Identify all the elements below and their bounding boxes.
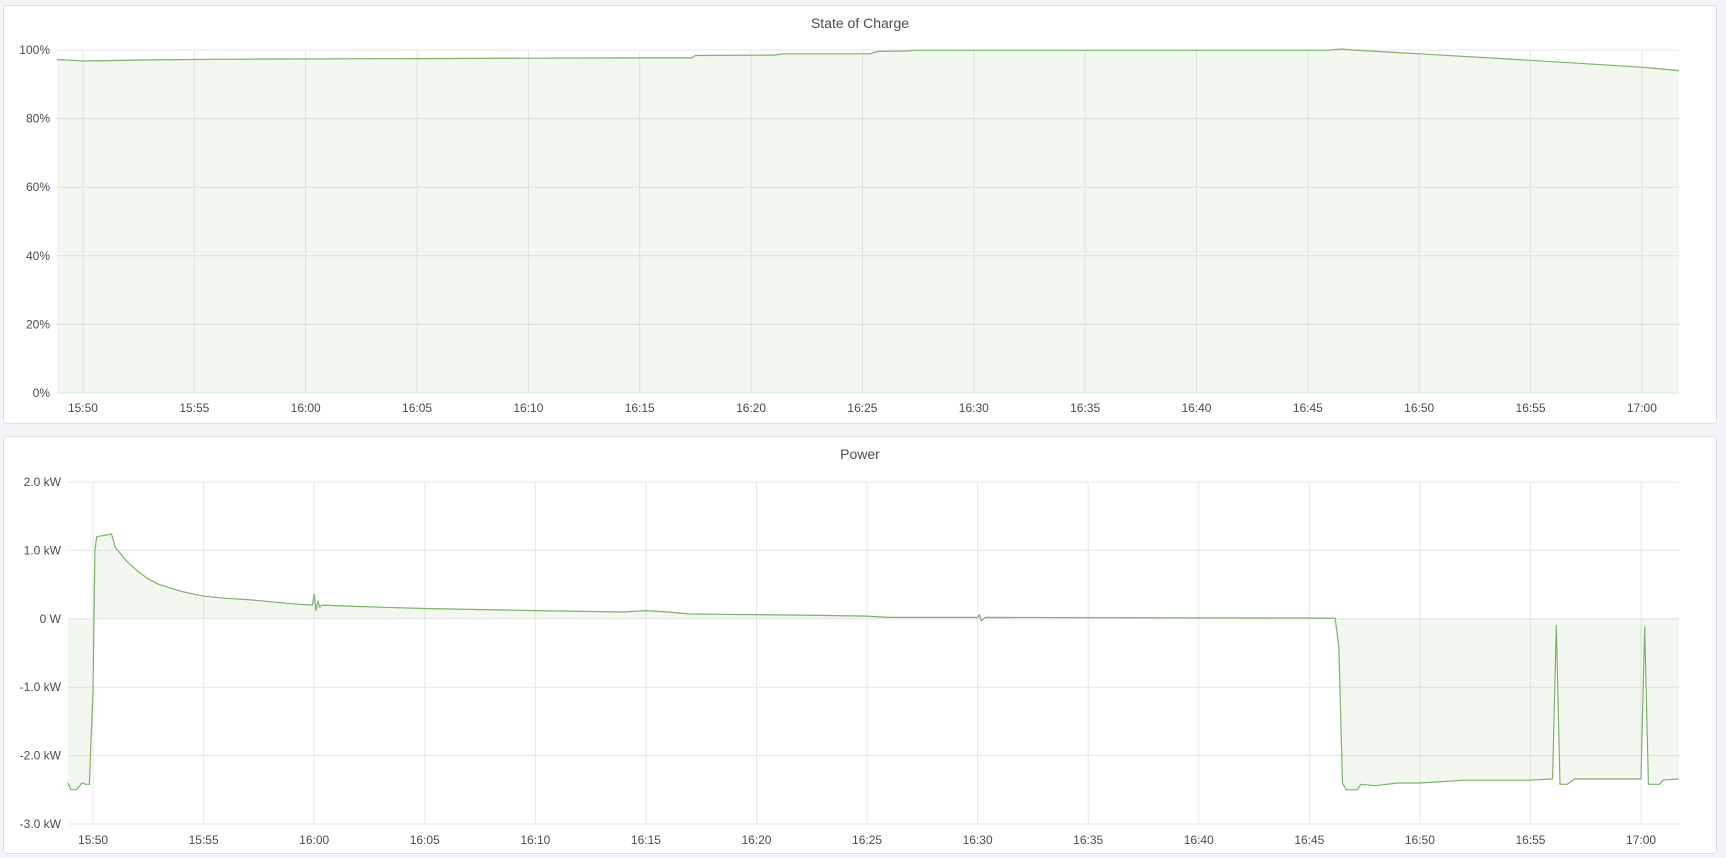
x-tick-label: 16:15 bbox=[625, 401, 655, 415]
state-of-charge-chart: 0% 20% 40% 60% 80% 100% 15:50 15:55 16:00 16:05 16… bbox=[19, 43, 1680, 415]
y-tick-label: 80% bbox=[26, 112, 50, 126]
x-tick-label: 16:40 bbox=[1184, 833, 1214, 847]
panel-title[interactable]: Power bbox=[840, 446, 880, 462]
y-tick-label: 20% bbox=[26, 317, 50, 331]
y-tick-label: 2.0 kW bbox=[24, 475, 62, 489]
x-tick-label: 16:15 bbox=[631, 833, 661, 847]
x-tick-label: 15:50 bbox=[68, 401, 98, 415]
x-tick-label: 17:00 bbox=[1627, 401, 1657, 415]
x-tick-label: 15:55 bbox=[189, 833, 219, 847]
y-tick-label: 1.0 kW bbox=[24, 543, 62, 557]
series-area-fill bbox=[57, 49, 1679, 393]
x-tick-label: 16:50 bbox=[1405, 833, 1435, 847]
x-tick-label: 16:40 bbox=[1181, 401, 1211, 415]
x-tick-label: 16:20 bbox=[736, 401, 766, 415]
x-tick-label: 16:25 bbox=[847, 401, 877, 415]
x-tick-label: 15:55 bbox=[179, 401, 209, 415]
power-panel: Power -3.0 kW -2.0 kW -1.0 kW 0 W 1.0 kW 2.0 … bbox=[3, 436, 1717, 854]
x-tick-label: 16:05 bbox=[402, 401, 432, 415]
x-tick-label: 16:20 bbox=[741, 833, 771, 847]
x-tick-label: 16:30 bbox=[963, 833, 993, 847]
y-tick-label: -1.0 kW bbox=[20, 680, 62, 694]
x-tick-label: 16:05 bbox=[410, 833, 440, 847]
y-tick-label: 100% bbox=[19, 43, 50, 57]
y-tick-label: 60% bbox=[26, 180, 50, 194]
x-tick-label: 16:55 bbox=[1515, 833, 1545, 847]
x-tick-label: 16:00 bbox=[291, 401, 321, 415]
series-line bbox=[67, 533, 1680, 791]
x-tick-label: 16:35 bbox=[1070, 401, 1100, 415]
y-tick-label: 0% bbox=[33, 386, 51, 400]
power-chart: -3.0 kW -2.0 kW -1.0 kW 0 W 1.0 kW 2.0 kW 15:5… bbox=[20, 475, 1680, 847]
y-tick-label: 0 W bbox=[40, 612, 62, 626]
y-tick-label: -3.0 kW bbox=[20, 817, 62, 831]
x-tick-label: 16:25 bbox=[852, 833, 882, 847]
y-tick-label: 40% bbox=[26, 249, 50, 263]
x-tick-label: 15:50 bbox=[78, 833, 108, 847]
x-tick-label: 16:10 bbox=[513, 401, 543, 415]
y-tick-label: -2.0 kW bbox=[20, 749, 62, 763]
x-tick-label: 16:45 bbox=[1294, 833, 1324, 847]
x-tick-label: 16:30 bbox=[959, 401, 989, 415]
x-tick-label: 16:55 bbox=[1516, 401, 1546, 415]
x-tick-label: 16:00 bbox=[299, 833, 329, 847]
x-tick-label: 16:35 bbox=[1073, 833, 1103, 847]
x-tick-label: 16:45 bbox=[1293, 401, 1323, 415]
x-tick-label: 16:50 bbox=[1404, 401, 1434, 415]
series-line bbox=[56, 48, 1680, 72]
state-of-charge-panel: State of Charge 0% 20% 40% 60% 80% 100% 15:50 1… bbox=[3, 5, 1717, 424]
x-tick-label: 16:10 bbox=[520, 833, 550, 847]
panel-title[interactable]: State of Charge bbox=[810, 15, 910, 31]
series-area-fill bbox=[68, 534, 1679, 790]
x-tick-label: 17:00 bbox=[1626, 833, 1656, 847]
